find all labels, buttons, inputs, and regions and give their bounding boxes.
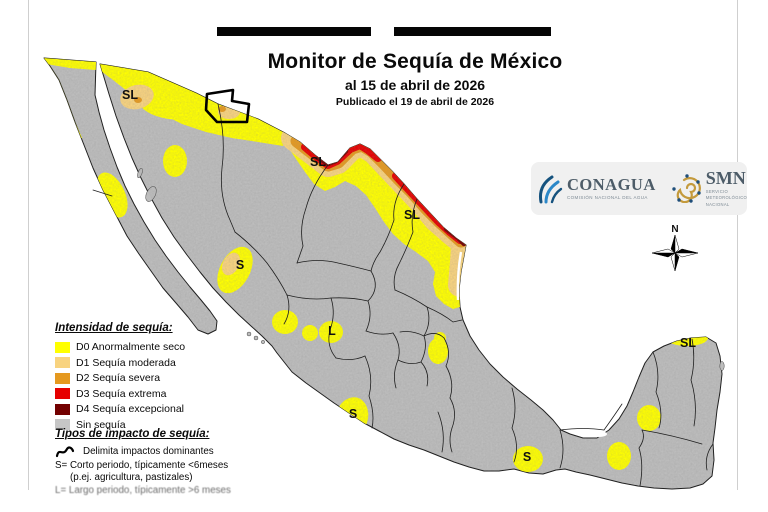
map-date: al 15 de abril de 2026	[344, 77, 486, 93]
legend-long-period: L= Largo periodo, típicamente >6 meses	[55, 485, 285, 496]
smn-tagline: SERVICIO METEOROLÓGICO NACIONAL	[705, 189, 748, 207]
legend-label-d3: D3 Sequía extrema	[76, 387, 167, 400]
legend-swatch-no-drought	[55, 419, 70, 430]
legend-item-no-drought: Sin sequía	[55, 419, 260, 431]
legend-swatch-d2	[55, 372, 70, 384]
map-label-sinaloa: S	[236, 258, 244, 272]
state-borders	[92, 103, 714, 487]
legend-item-d2: D2 Sequía severa	[55, 372, 260, 384]
legend-impacts-title: Tipos de impacto de sequía:	[55, 428, 210, 440]
legend-delimit-row: Delimita impactos dominantes	[55, 445, 285, 458]
redacted-bar-right	[394, 27, 551, 36]
legend-item-d1: D1 Sequía moderada	[55, 357, 260, 369]
smn-spiral-icon	[672, 174, 701, 204]
legend-item-d4: D4 Sequía excepcional	[55, 403, 260, 415]
legend-short-period: S= Corto periodo, típicamente <6meses	[55, 460, 285, 471]
page-title: Monitor de Sequía de México	[267, 50, 563, 73]
lagoons	[456, 251, 607, 437]
legend-long-period-label: L= Largo periodo, típicamente >6 meses	[55, 484, 231, 496]
legend-impacts: Tipos de impacto de sequía: Delimita imp…	[55, 428, 285, 497]
conagua-tagline: COMISIÓN NACIONAL DEL AGUA	[567, 195, 648, 201]
north-label: N	[671, 224, 678, 235]
map-label-sonora: SL	[122, 88, 138, 102]
conagua-wave-icon	[539, 175, 563, 203]
conagua-logo: CONAGUA COMISIÓN NACIONAL DEL AGUA	[537, 172, 656, 206]
map-label-michoacan: S	[349, 407, 357, 421]
published-date: Publicado el 19 de abril de 2026	[335, 96, 495, 108]
frame-right-border	[737, 0, 738, 490]
conagua-wordmark: CONAGUA	[567, 174, 656, 194]
legend-intensity-title: Intensidad de sequía:	[55, 322, 173, 334]
legend-label-d0: D0 Anormalmente seco	[76, 341, 186, 353]
legend-short-period-label: S= Corto periodo, típicamente <6meses	[55, 459, 229, 471]
legend-delimit-label: Delimita impactos dominantes	[83, 446, 214, 457]
map-label-oaxaca: S	[523, 450, 531, 464]
map-label-tamaulipas: SL	[404, 208, 420, 222]
legend-swatch-d4	[55, 403, 70, 415]
relief-texture	[28, 40, 737, 495]
redacted-bar-left	[217, 27, 371, 36]
title-block: Monitor de Sequía de México al 15 de abr…	[180, 50, 650, 108]
legend-short-period-examples: (p.ej. agricultura, pastizales)	[55, 472, 285, 483]
legend-swatch-d3	[55, 388, 70, 399]
squiggle-icon	[55, 445, 75, 458]
smn-logo: SMN SERVICIO METEOROLÓGICO NACIONAL	[672, 169, 760, 208]
smn-wordmark: SMN	[705, 168, 746, 189]
logo-panel: CONAGUA COMISIÓN NACIONAL DEL AGUA SMN S…	[531, 162, 747, 215]
map-label-yucatan: SL	[680, 336, 696, 350]
legend-item-d0: D0 Anormalmente seco	[55, 341, 260, 353]
legend-short-period-examples-label: (p.ej. agricultura, pastizales)	[70, 472, 193, 483]
legend-label-d4: D4 Sequía excepcional	[76, 403, 184, 415]
legend-label-no-drought: Sin sequía	[76, 418, 126, 431]
map-label-jalisco: L	[328, 324, 336, 338]
legend-swatch-d1	[55, 357, 70, 368]
legend-swatch-d0	[55, 341, 70, 353]
legend-item-d3: D3 Sequía extrema	[55, 388, 260, 400]
impact-labels: SL SL SL S L S S SL	[122, 88, 696, 464]
legend-label-d1: D1 Sequía moderada	[76, 356, 176, 369]
map-label-coahuila: SL	[310, 155, 326, 169]
legend-label-d2: D2 Sequía severa	[76, 372, 161, 384]
compass-rose: N	[651, 224, 699, 272]
legend-intensity: Intensidad de sequía: D0 Anormalmente se…	[55, 322, 260, 434]
impact-delimitation-outline	[204, 88, 251, 124]
